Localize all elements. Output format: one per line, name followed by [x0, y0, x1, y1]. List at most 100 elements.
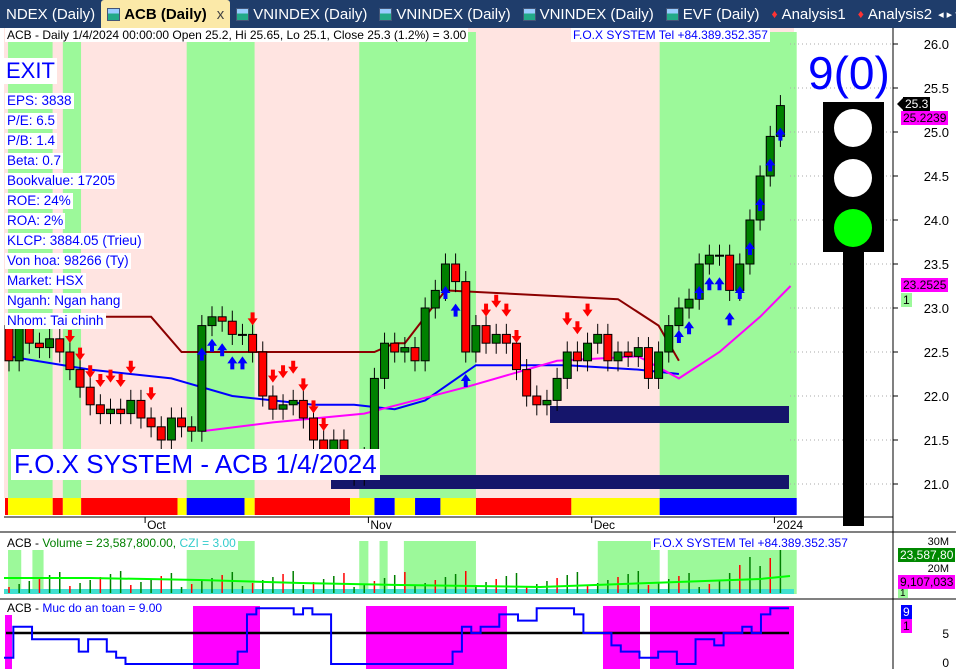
y-tick-label: 30M [928, 536, 949, 548]
buy-arrow-icon [765, 158, 776, 172]
candle [217, 316, 227, 322]
zone-bar [331, 475, 789, 489]
candle [633, 347, 643, 357]
y-tick-label: 23.0 [924, 301, 949, 316]
candle [593, 333, 603, 344]
info-item: Nhom: Tai chinh [5, 313, 106, 329]
safety-band [603, 606, 640, 669]
candle [85, 386, 95, 406]
candle [765, 135, 775, 177]
sell-arrow-icon [95, 374, 106, 387]
candle [532, 395, 542, 406]
candle [258, 351, 268, 397]
volume-count-tag: 1 [898, 588, 908, 599]
trend-strip-segment [81, 498, 178, 515]
sell-arrow-icon [491, 294, 502, 308]
tab-0[interactable]: NDEX (Daily) [0, 1, 101, 27]
candle [542, 399, 552, 406]
tab-2[interactable]: VNINDEX (Daily) [230, 1, 373, 27]
volume-header: ACB - Volume = 23,587,800.00, CZI = 3.00 [5, 536, 238, 550]
candle [45, 338, 55, 349]
candle [106, 408, 115, 415]
trend-strip-segment [440, 498, 476, 515]
tab-3[interactable]: VNINDEX (Daily) [373, 1, 516, 27]
volume-band [379, 541, 388, 594]
traffic-light-lamp-icon [834, 109, 872, 147]
info-item: Nganh: Ngan hang [5, 293, 123, 309]
sell-arrow-icon [572, 321, 583, 335]
candle [410, 347, 420, 362]
trend-strip-segment [254, 498, 351, 515]
tab-scroll-icon[interactable]: ◂ ▸ ▾ [938, 8, 956, 21]
candle [522, 369, 532, 397]
y-tick-label: 0 [942, 656, 949, 669]
trend-strip-segment [350, 498, 375, 515]
y-tick-label: 24.5 [924, 169, 949, 184]
sell-arrow-icon [318, 418, 329, 431]
sell-arrow-icon [511, 330, 522, 343]
buy-arrow-icon [734, 286, 745, 299]
info-item: P/B: 1.4 [5, 133, 58, 149]
tab-7[interactable]: ♦ Analysis2 [852, 1, 938, 27]
trend-strip-segment [475, 498, 572, 515]
safety-band [650, 606, 794, 669]
x-tick-label: Dec [594, 518, 615, 532]
buy-arrow-icon [440, 286, 451, 299]
candle [674, 307, 684, 327]
y-tick-label: 25.5 [924, 81, 949, 96]
candle [278, 404, 288, 410]
sell-arrow-icon [582, 303, 593, 317]
buy-arrow-icon [196, 347, 207, 361]
safety-chart[interactable]: 50 [0, 598, 956, 669]
candle [309, 417, 318, 441]
y-tick-label: 21.0 [924, 477, 949, 492]
buy-arrow-icon [237, 356, 248, 370]
buy-arrow-icon [714, 277, 725, 291]
safety-header: ACB - Muc do an toan = 9.00 [5, 601, 165, 615]
candle [116, 408, 126, 415]
candle [298, 399, 308, 419]
candle [491, 333, 501, 344]
candle [451, 263, 461, 283]
buy-arrow-icon [673, 330, 684, 343]
tab-5[interactable]: EVF (Daily) [660, 1, 766, 27]
tab-6[interactable]: ♦ Analysis1 [765, 1, 851, 27]
candle [603, 333, 613, 362]
close-tab-icon[interactable]: x [216, 5, 225, 23]
buy-arrow-icon [684, 321, 695, 335]
candle [65, 351, 75, 371]
sell-arrow-icon [298, 378, 309, 392]
tab-label: VNINDEX (Daily) [396, 5, 511, 23]
sell-arrow-icon [64, 330, 75, 343]
chart-icon [236, 7, 250, 21]
tab-1[interactable]: ACB (Daily) x [101, 0, 231, 28]
tab-4[interactable]: VNINDEX (Daily) [517, 1, 660, 27]
magenta-line-tag: 25.2239 [901, 111, 949, 125]
volume-average-line [4, 575, 791, 589]
candle [136, 399, 146, 419]
price-chart[interactable]: 26.0 25.5 25.0 24.5 24.0 23.5 23.0 22.5 22.0 21.5… [0, 28, 956, 669]
candle [481, 325, 491, 344]
price-pointer-icon [897, 98, 903, 110]
candle [643, 347, 653, 379]
trend-band [254, 32, 360, 498]
candle [166, 417, 176, 441]
candle [512, 342, 521, 371]
traffic-light-pole [843, 228, 864, 526]
x-tick-label: Oct [147, 518, 166, 532]
trend-strip-segment [62, 498, 82, 515]
y-tick-label: 5 [942, 627, 949, 641]
trend-band [475, 32, 660, 498]
trend-strip-segment [186, 498, 245, 515]
buy-arrow-icon [694, 286, 705, 299]
volume-chart[interactable]: 30M 20M [0, 531, 956, 598]
candle [146, 417, 156, 428]
sell-arrow-icon [105, 369, 116, 383]
y-tick-label: 20M [928, 563, 949, 575]
candle [227, 320, 237, 335]
buy-arrow-icon [755, 198, 766, 211]
traffic-light-lamp-icon [834, 159, 872, 197]
trend-strip-segment [415, 498, 441, 515]
tab-label: Analysis2 [867, 5, 933, 23]
analysis-icon: ♦ [771, 7, 778, 21]
